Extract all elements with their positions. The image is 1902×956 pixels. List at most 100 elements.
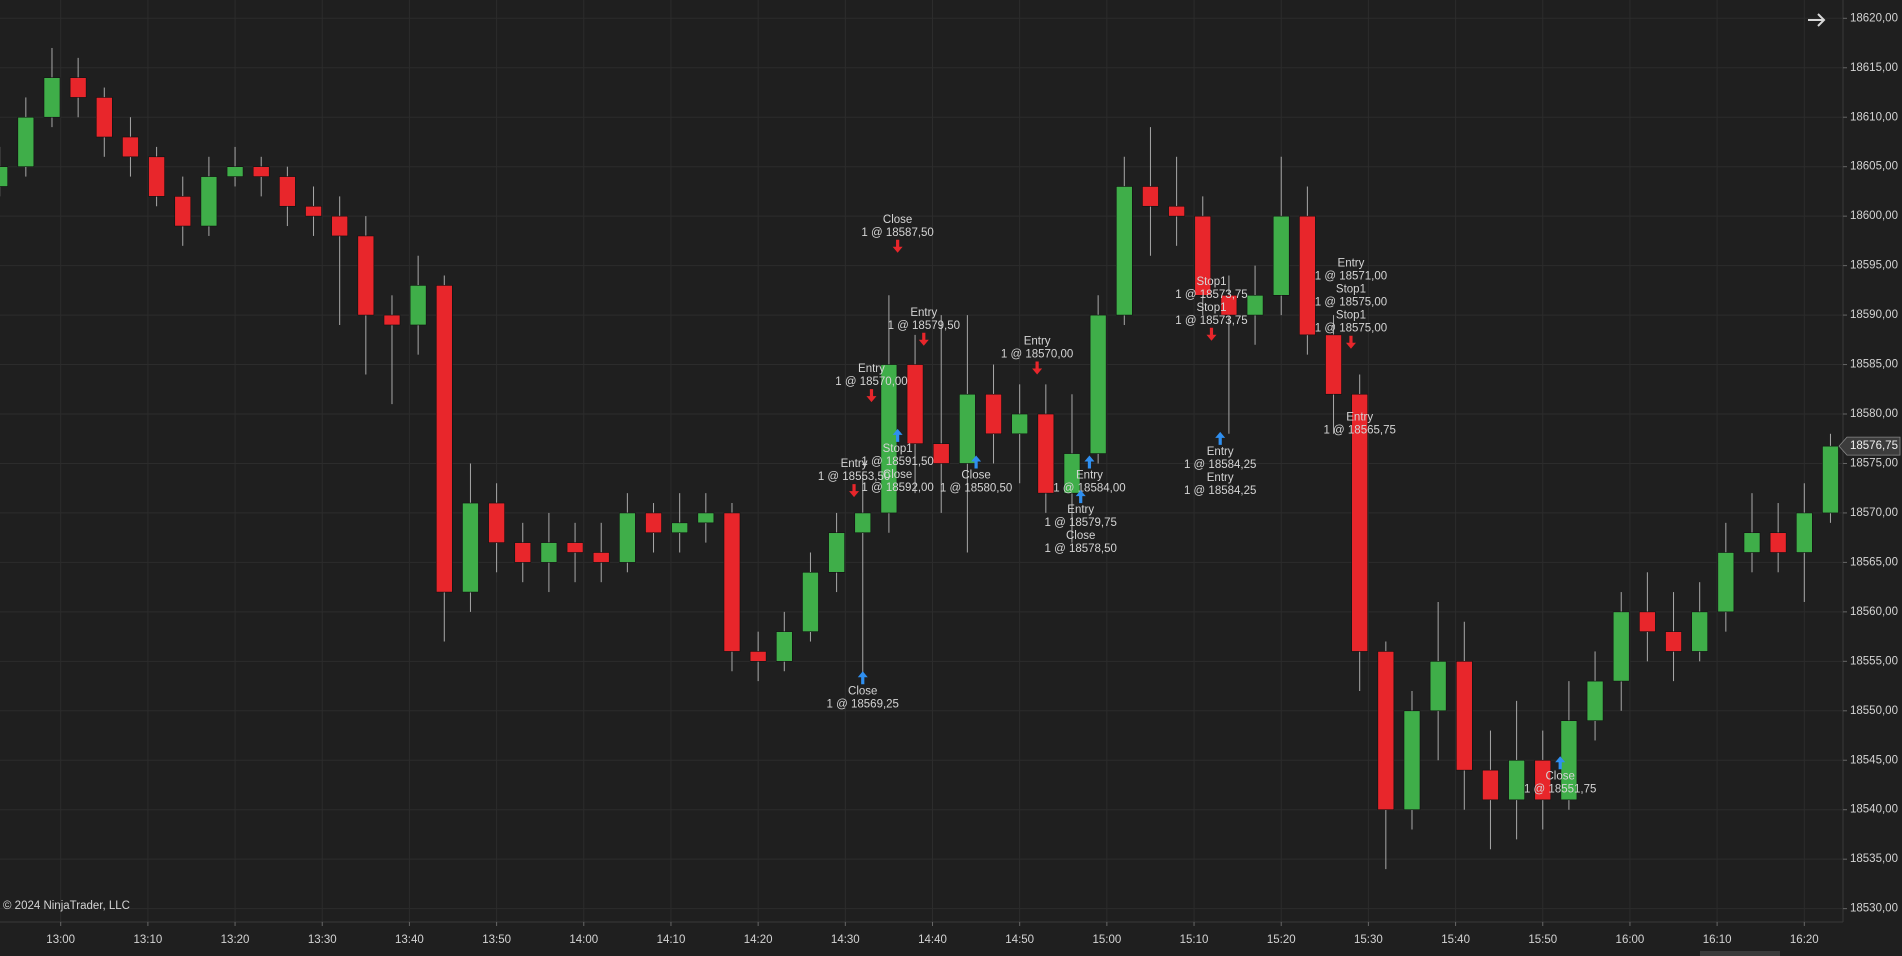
trade-label: 1 @ 18584,25 — [1184, 485, 1256, 497]
candle-body — [1455, 661, 1473, 771]
trade-label: 1 @ 18575,00 — [1315, 323, 1387, 335]
trade-label: 1 @ 18579,50 — [888, 320, 960, 332]
candle-body — [174, 196, 192, 227]
y-tick-label: 18590,00 — [1850, 309, 1898, 321]
x-tick-label: 13:10 — [133, 934, 162, 946]
candle-body — [1272, 215, 1290, 296]
trade-label: Close — [883, 214, 912, 226]
trade-label: Close — [883, 469, 912, 481]
y-tick-label: 18550,00 — [1850, 705, 1898, 717]
trade-label: 1 @ 18579,75 — [1044, 517, 1116, 529]
candle-body — [1586, 680, 1604, 721]
trade-arrow — [1345, 335, 1356, 349]
candle-body — [1665, 631, 1682, 652]
scrollbar[interactable] — [1700, 951, 1780, 956]
candle-body — [1377, 651, 1395, 811]
candle-body — [1717, 552, 1735, 613]
candle-body — [854, 512, 872, 534]
trade-arrow — [971, 455, 982, 469]
candle-body — [1011, 413, 1028, 435]
candle-body — [906, 364, 924, 444]
trade-label: Stop1 — [883, 443, 913, 455]
trade-label: Entry — [1067, 504, 1094, 516]
candle-body — [540, 542, 558, 563]
candle-body — [645, 512, 662, 534]
x-tick-label: 15:10 — [1180, 934, 1209, 946]
candle-body — [828, 532, 845, 573]
candle-body — [226, 166, 244, 177]
x-tick-label: 14:00 — [569, 934, 598, 946]
trade-label: 1 @ 18570,00 — [1001, 348, 1073, 360]
trade-label: 1 @ 18573,75 — [1175, 289, 1247, 301]
trade-label: Entry — [910, 307, 937, 319]
y-tick-label: 18540,00 — [1850, 804, 1898, 816]
candle-body — [1482, 769, 1499, 801]
trade-label: Entry — [1338, 258, 1365, 270]
trade-label: Entry — [841, 458, 868, 470]
x-tick-label: 13:20 — [221, 934, 250, 946]
x-tick-label: 13:00 — [46, 934, 75, 946]
y-tick-label: 18605,00 — [1850, 161, 1898, 173]
trade-label: 1 @ 18571,00 — [1315, 271, 1387, 283]
candle-body — [488, 502, 505, 543]
trade-arrow — [1354, 437, 1365, 451]
candle-body — [566, 542, 584, 553]
candle-body — [1089, 314, 1107, 454]
trade-arrow — [1215, 431, 1226, 445]
y-tick-label: 18585,00 — [1850, 359, 1898, 371]
candle-body — [985, 393, 1002, 435]
candle-body — [514, 542, 532, 563]
candle-body — [1743, 532, 1761, 553]
candle-body — [1194, 215, 1212, 296]
candle-body — [1142, 186, 1159, 207]
x-tick-label: 15:20 — [1267, 934, 1296, 946]
copyright: © 2024 NinjaTrader, LLC — [3, 900, 130, 912]
trade-label: 1 @ 18587,50 — [861, 227, 933, 239]
candle-body — [723, 512, 741, 652]
candle-body — [1822, 445, 1839, 514]
candle-body — [1246, 294, 1264, 316]
y-tick-label: 18555,00 — [1850, 655, 1898, 667]
trade-label: 1 @ 18551,75 — [1524, 783, 1596, 795]
x-tick-label: 15:50 — [1528, 934, 1557, 946]
y-tick-label: 18610,00 — [1850, 111, 1898, 123]
x-tick-label: 13:50 — [482, 934, 511, 946]
candle-body — [409, 285, 427, 326]
candle-body — [1796, 512, 1813, 553]
trade-label: Close — [1066, 530, 1095, 542]
candle-body — [1220, 294, 1238, 316]
trade-label: 1 @ 18573,75 — [1175, 315, 1247, 327]
trade-label: 1 @ 18570,00 — [835, 376, 907, 388]
candle-body — [959, 393, 976, 464]
trade-label: 1 @ 18569,25 — [827, 698, 899, 710]
candle-body — [1403, 710, 1421, 811]
navigate-arrow[interactable] — [1808, 13, 1826, 27]
x-tick-label: 16:10 — [1703, 934, 1732, 946]
candle-body — [1063, 453, 1081, 494]
trade-arrow — [857, 671, 868, 685]
trade-label: 1 @ 18553,50 — [818, 471, 890, 483]
candle-body — [1325, 334, 1342, 395]
candle-body — [1534, 759, 1552, 801]
trade-arrow — [892, 428, 903, 442]
candle-body — [619, 512, 636, 563]
trade-label: Stop1 — [1336, 310, 1366, 322]
candle-body — [279, 176, 296, 207]
x-tick-label: 14:20 — [744, 934, 773, 946]
trade-arrow — [1084, 455, 1095, 469]
candle-body — [1612, 611, 1630, 682]
y-tick-label: 18530,00 — [1850, 903, 1898, 915]
trade-label: Entry — [1207, 446, 1234, 458]
candle-body — [1037, 413, 1055, 494]
trade-label: Close — [961, 470, 990, 482]
candle-body — [1429, 661, 1447, 712]
candle-body — [592, 552, 610, 563]
trade-label: Entry — [1207, 472, 1234, 484]
y-tick-label: 18570,00 — [1850, 507, 1898, 519]
trade-arrow — [849, 484, 860, 498]
y-tick-label: 18535,00 — [1850, 853, 1898, 865]
trade-label: 1 @ 18565,75 — [1323, 425, 1395, 437]
candle-body — [932, 443, 950, 464]
candle-body — [383, 314, 401, 326]
